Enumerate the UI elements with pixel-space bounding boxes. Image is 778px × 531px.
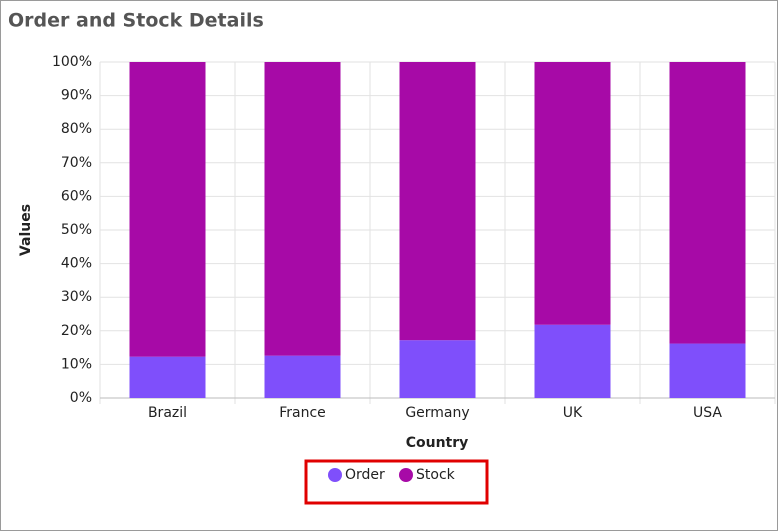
bar-segment — [669, 343, 746, 398]
y-tick-label: 100% — [52, 54, 92, 70]
y-tick-label: 10% — [61, 356, 92, 372]
y-tick-label: 0% — [70, 390, 92, 406]
y-tick-label: 90% — [61, 88, 92, 104]
y-tick-label: 20% — [61, 323, 92, 339]
bar-segment — [399, 340, 476, 398]
x-tick-label: Brazil — [148, 405, 187, 421]
bar-segment — [129, 62, 206, 357]
bar-segment — [534, 324, 611, 398]
legend-label[interactable]: Stock — [416, 467, 456, 483]
bar-segment — [264, 355, 341, 398]
y-axis-title: Values — [18, 204, 34, 256]
y-tick-label: 80% — [61, 121, 92, 137]
bar-segment — [399, 62, 476, 341]
x-tick-label: UK — [563, 405, 583, 421]
bar-segment — [129, 356, 206, 398]
x-tick-label: USA — [693, 405, 722, 421]
legend-marker[interactable] — [328, 468, 342, 482]
y-tick-label: 30% — [61, 289, 92, 305]
legend-marker[interactable] — [399, 468, 413, 482]
y-tick-label: 70% — [61, 155, 92, 171]
x-tick-label: France — [279, 405, 326, 421]
y-tick-label: 60% — [61, 188, 92, 204]
x-tick-label: Germany — [405, 405, 469, 421]
y-tick-label: 40% — [61, 256, 92, 272]
legend-label[interactable]: Order — [345, 467, 385, 483]
y-tick-label: 50% — [61, 222, 92, 238]
x-axis-title: Country — [406, 435, 469, 451]
legend-highlight — [304, 459, 489, 505]
bar-segment — [534, 62, 611, 325]
bar-segment — [669, 62, 746, 344]
bar-segment — [264, 62, 341, 356]
chart-title: Order and Stock Details — [8, 10, 264, 32]
